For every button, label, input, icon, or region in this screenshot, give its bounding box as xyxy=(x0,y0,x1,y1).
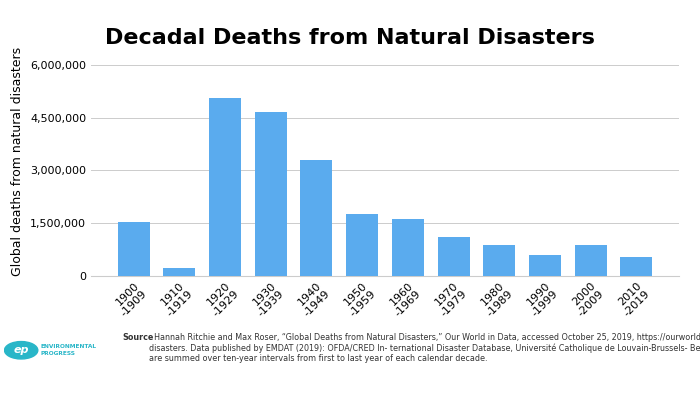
Bar xyxy=(392,219,424,276)
Bar xyxy=(118,222,150,276)
Bar xyxy=(575,245,607,276)
Text: PROGRESS: PROGRESS xyxy=(41,351,76,356)
Bar xyxy=(483,245,515,276)
Text: ep: ep xyxy=(13,345,29,355)
Text: : Hannah Ritchie and Max Roser, “Global Deaths from Natural Disasters,” Our Worl: : Hannah Ritchie and Max Roser, “Global … xyxy=(149,333,700,363)
Bar xyxy=(209,98,241,276)
Circle shape xyxy=(4,342,38,359)
Bar xyxy=(300,160,332,276)
Bar xyxy=(529,255,561,276)
Bar xyxy=(438,237,470,276)
Bar xyxy=(255,112,287,276)
Y-axis label: Global deaths from natural disasters: Global deaths from natural disasters xyxy=(11,47,25,276)
Bar xyxy=(163,268,195,276)
Bar xyxy=(620,257,652,276)
Text: ENVIRONMENTAL: ENVIRONMENTAL xyxy=(41,344,97,349)
Text: Source: Source xyxy=(122,333,154,342)
Bar xyxy=(346,214,378,276)
Text: Decadal Deaths from Natural Disasters: Decadal Deaths from Natural Disasters xyxy=(105,28,595,48)
